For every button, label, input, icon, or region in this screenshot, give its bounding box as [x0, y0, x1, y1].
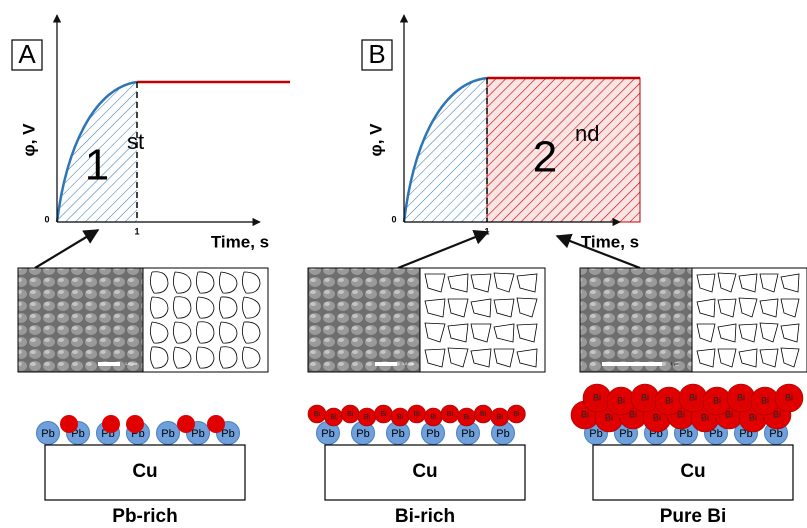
bi-atom — [207, 415, 225, 433]
bi-label: Bi — [605, 412, 613, 422]
scale-bar — [98, 362, 120, 366]
pb-label: Pb — [221, 428, 234, 440]
substrate-label: Cu — [132, 461, 157, 482]
pb-label: Pb — [391, 428, 404, 440]
scale-bar — [375, 362, 397, 366]
bi-label: Bi — [430, 414, 437, 421]
region-label: 2 — [533, 133, 557, 182]
pb-label: Pb — [426, 428, 439, 440]
pb-label: Pb — [356, 428, 369, 440]
bi-label: Bi — [593, 392, 601, 402]
figure: Aφ, V01Time, s1stBφ, V01Time, s2nd1.0 μm… — [0, 0, 807, 528]
bi-label: Bi — [737, 392, 745, 402]
arrow — [35, 230, 98, 268]
pb-label: Pb — [679, 428, 692, 440]
bi-label: Bi — [347, 411, 354, 418]
x-axis-label: Time, s — [211, 232, 269, 251]
bi-label: Bi — [581, 409, 589, 419]
substrate-label: Cu — [680, 461, 705, 482]
panel-label: B — [368, 39, 385, 69]
grain-sketch — [692, 268, 807, 372]
origin-label: 0 — [44, 214, 49, 224]
pb-label: Pb — [191, 428, 204, 440]
charge-region-2 — [487, 78, 640, 222]
bi-label: Bi — [414, 411, 421, 418]
bi-label: Bi — [364, 414, 371, 421]
bi-label: Bi — [397, 414, 404, 421]
bi-label: Bi — [701, 412, 709, 422]
scale-label: 1 μm — [671, 361, 681, 366]
bi-label: Bi — [463, 414, 470, 421]
bi-label: Bi — [314, 411, 321, 418]
substrate-label: Cu — [412, 461, 437, 482]
grain-sketch — [143, 268, 268, 372]
y-axis-label: φ, V — [366, 123, 385, 157]
bi-label: Bi — [713, 395, 721, 405]
scale-label: 1.0 μm — [125, 361, 138, 366]
panel-label: A — [18, 39, 36, 69]
origin-label: 0 — [391, 214, 396, 224]
bi-label: Bi — [749, 412, 757, 422]
bi-label: Bi — [513, 411, 520, 418]
pb-label: Pb — [769, 428, 782, 440]
bi-label: Bi — [653, 412, 661, 422]
pb-label: Pb — [461, 428, 474, 440]
bi-label: Bi — [617, 395, 625, 405]
scale-label: 1.0 μm — [402, 361, 415, 366]
bi-label: Bi — [689, 392, 697, 402]
pb-label: Pb — [589, 428, 602, 440]
bi-label: Bi — [380, 411, 387, 418]
region-label: 1 — [85, 141, 109, 190]
sem-image — [308, 268, 420, 372]
bi-label: Bi — [761, 395, 769, 405]
layer-caption: Bi-rich — [395, 506, 455, 527]
tick-label: 1 — [134, 226, 139, 236]
bi-label: Bi — [447, 411, 454, 418]
pb-label: Pb — [161, 428, 174, 440]
pb-label: Pb — [321, 428, 334, 440]
sem-image — [580, 268, 692, 372]
sem-image — [18, 268, 143, 372]
charge-region — [404, 78, 487, 222]
bi-label: Bi — [330, 414, 337, 421]
bi-atom — [102, 415, 120, 433]
pb-label: Pb — [619, 428, 632, 440]
bi-atom — [126, 415, 144, 433]
bi-label: Bi — [480, 411, 487, 418]
grain-sketch — [420, 268, 545, 372]
pb-label: Pb — [41, 428, 54, 440]
bi-label: Bi — [665, 395, 673, 405]
region-sup: nd — [575, 121, 599, 146]
layer-caption: Pure Bi — [660, 506, 727, 527]
bi-label: Bi — [785, 392, 793, 402]
arrow — [398, 232, 488, 268]
layer-caption: Pb-rich — [112, 506, 177, 527]
bi-label: Bi — [641, 392, 649, 402]
pb-label: Pb — [496, 428, 509, 440]
y-axis-label: φ, V — [19, 123, 38, 157]
bi-atom — [177, 415, 195, 433]
bi-atom — [60, 415, 78, 433]
region-sup: st — [127, 129, 144, 154]
scale-bar — [602, 362, 662, 366]
bi-label: Bi — [497, 414, 504, 421]
